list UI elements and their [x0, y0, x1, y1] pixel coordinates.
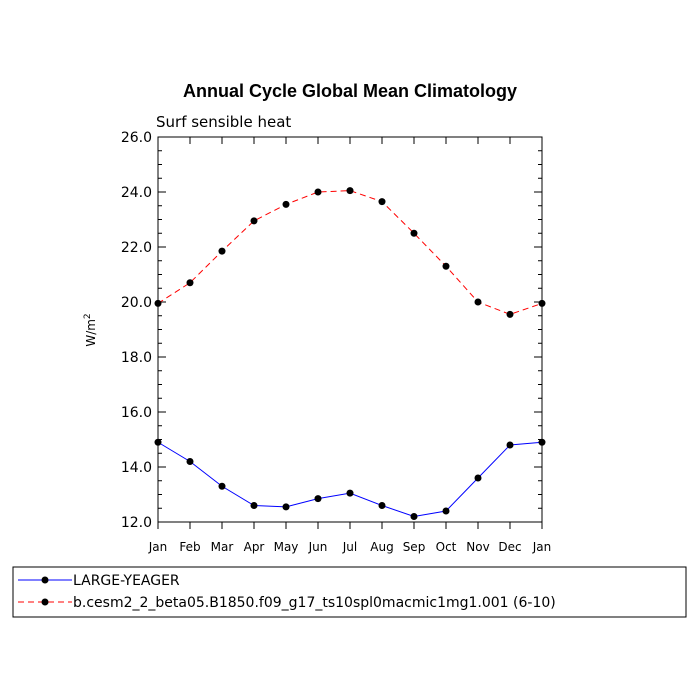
series-layer [154, 187, 546, 520]
x-tick-label: Aug [370, 540, 393, 554]
data-point [250, 502, 258, 509]
axis-ticks [157, 136, 543, 529]
legend-label: LARGE-YEAGER [73, 573, 180, 589]
data-point [154, 438, 162, 446]
y-tick-labels: 12.0 14.0 16.0 18.0 20.0 22.0 24.0 26.0 [121, 130, 152, 531]
data-point [346, 489, 354, 497]
y-tick-label: 24.0 [121, 185, 152, 201]
x-tick-label: Jan [148, 540, 168, 554]
x-tick-label: Sep [403, 540, 426, 554]
x-tick-label: Feb [179, 540, 200, 554]
data-point [218, 482, 226, 490]
chart-subtitle: Surf sensible heat [156, 113, 291, 131]
legend-item-2: b.cesm2_2_beta05.B1850.f09_g17_ts10spl0m… [18, 595, 556, 611]
x-tick-label: Jan [532, 540, 552, 554]
series-line [157, 441, 543, 518]
x-tick-label: Oct [436, 540, 457, 554]
x-tick-label: Jul [342, 540, 357, 554]
legend-marker [41, 576, 49, 584]
svg-text:W/m2: W/m2 [83, 313, 98, 346]
y-tick-label: 14.0 [121, 460, 152, 476]
series-2 [154, 187, 546, 318]
x-tick-label: Dec [498, 540, 521, 554]
legend-box [12, 566, 687, 618]
y-tick-label: 26.0 [121, 130, 152, 146]
data-point [186, 279, 194, 287]
y-axis-label-text: W/m [84, 319, 98, 347]
x-tick-label: Jun [308, 540, 328, 554]
y-tick-label: 22.0 [121, 240, 152, 256]
x-tick-label: May [274, 540, 299, 554]
plot-frame [157, 136, 543, 523]
legend-marker [41, 598, 49, 606]
data-point [250, 217, 258, 225]
data-point [314, 188, 322, 196]
data-point [538, 299, 546, 307]
data-point [154, 299, 162, 307]
data-point [378, 502, 386, 509]
data-point [346, 187, 354, 195]
data-point [410, 229, 418, 237]
x-tick-label: Mar [211, 540, 234, 554]
data-point [218, 247, 226, 255]
x-tick-labels: Jan Feb Mar Apr May Jun Jul Aug Sep Oct Nov Dec Jan [148, 540, 552, 554]
y-axis-label-superscript: 2 [83, 313, 93, 319]
data-point [314, 495, 322, 503]
data-point [282, 503, 290, 511]
data-point [378, 198, 386, 206]
data-point [442, 262, 450, 270]
y-tick-label: 20.0 [121, 295, 152, 311]
y-tick-label: 12.0 [121, 515, 152, 531]
data-point [538, 438, 546, 446]
data-point [410, 513, 418, 520]
y-tick-label: 16.0 [121, 405, 152, 421]
data-point [506, 441, 514, 449]
y-axis-label: W/m2 [83, 313, 98, 346]
chart-title: Annual Cycle Global Mean Climatology [183, 81, 517, 101]
data-point [474, 474, 482, 482]
x-tick-label: Nov [466, 540, 489, 554]
data-point [506, 310, 514, 318]
legend-label: b.cesm2_2_beta05.B1850.f09_g17_ts10spl0m… [73, 595, 556, 611]
x-tick-label: Apr [244, 540, 265, 554]
data-point [282, 200, 290, 208]
y-tick-label: 18.0 [121, 350, 152, 366]
data-point [474, 298, 482, 306]
data-point [442, 507, 450, 515]
series-1 [154, 438, 546, 520]
series-line [157, 190, 543, 315]
data-point [186, 458, 194, 465]
legend: LARGE-YEAGER b.cesm2_2_beta05.B1850.f09_g… [12, 566, 687, 618]
legend-item-1: LARGE-YEAGER [18, 573, 180, 589]
